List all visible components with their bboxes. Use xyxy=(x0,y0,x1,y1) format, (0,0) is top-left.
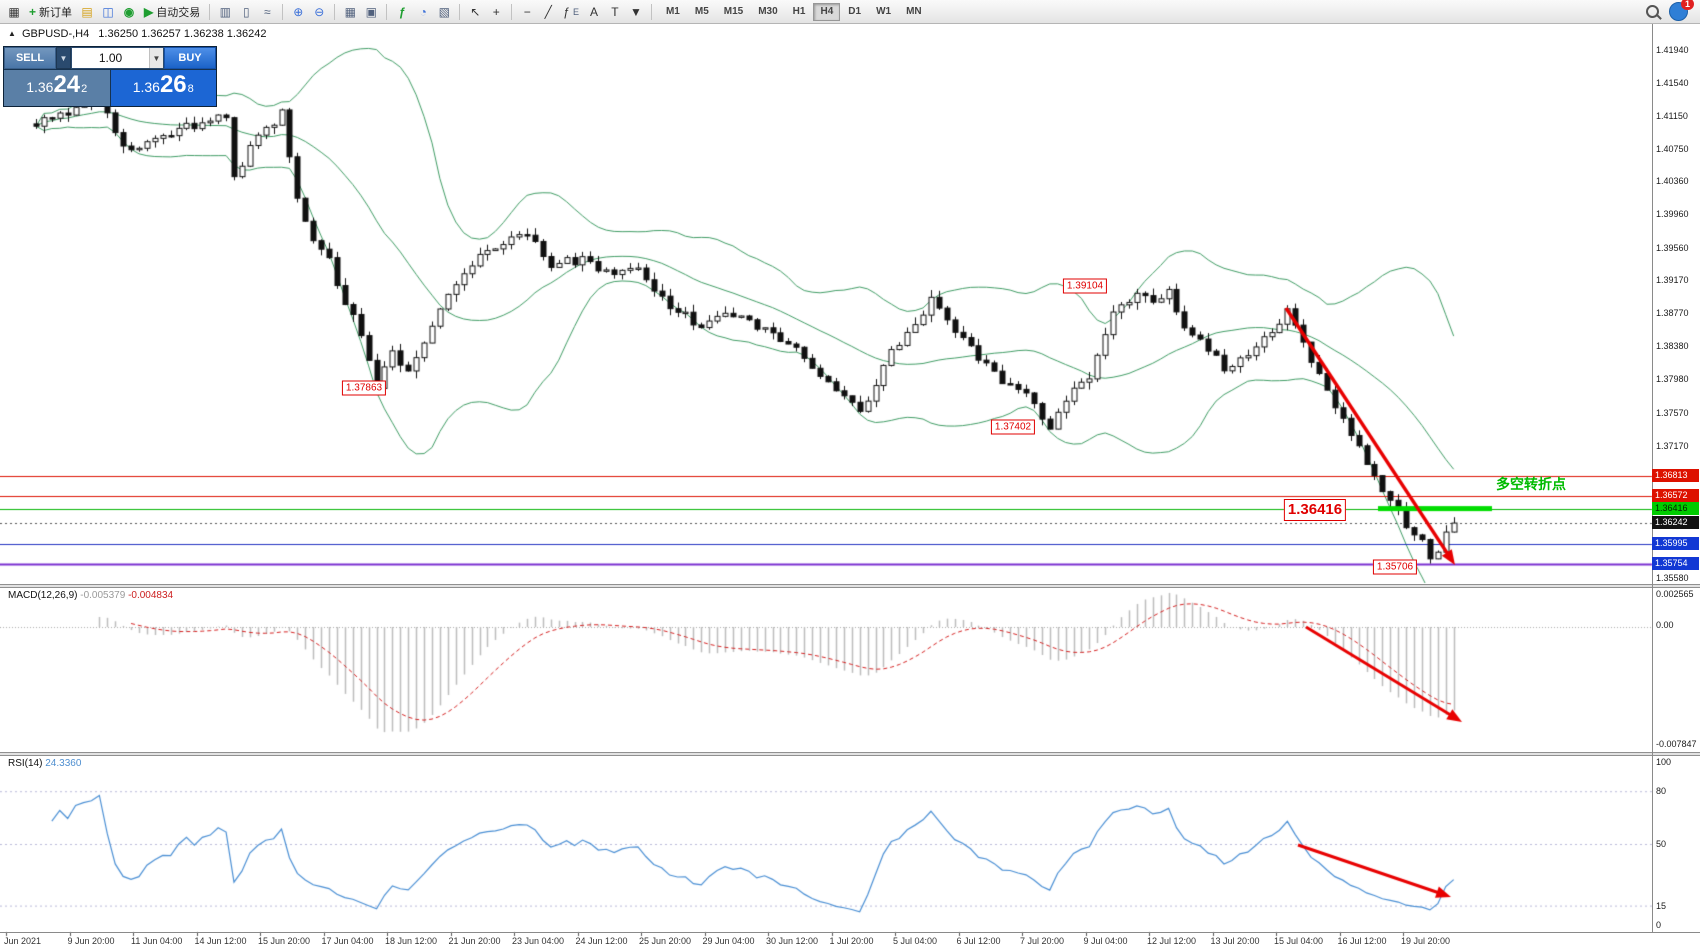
autotrading-button[interactable]: ▶ 自动交易 xyxy=(140,2,204,22)
one-click-top-row: SELL ▼ ▼ BUY xyxy=(4,47,216,69)
timeframe-h4[interactable]: H4 xyxy=(813,2,841,21)
indicators-button[interactable]: ƒ xyxy=(392,2,412,22)
market-button[interactable]: ◉ xyxy=(119,2,139,22)
sell-button[interactable]: SELL xyxy=(4,47,56,69)
metaeditor-button[interactable]: ▤ xyxy=(77,2,97,22)
notifications-button[interactable]: 1 xyxy=(1669,0,1694,21)
volume-wrap: ▼ xyxy=(71,47,164,69)
candlestick-chart-button[interactable]: ▯ xyxy=(236,2,256,22)
templates-icon: ▧ xyxy=(438,4,450,19)
toolbar-right: 1 xyxy=(1646,0,1694,21)
zoom-out-button[interactable]: ⊖ xyxy=(309,2,329,22)
timeframe-mn[interactable]: MN xyxy=(899,3,929,21)
label-icon: T xyxy=(611,4,619,19)
timeframe-m30[interactable]: M30 xyxy=(751,3,784,21)
line-chart-button[interactable]: ≈ xyxy=(257,2,277,22)
period-icon: ◔ xyxy=(419,4,427,19)
macd-axis-zero: 0.00 xyxy=(1656,620,1674,630)
buy-price[interactable]: 1.36 26 8 xyxy=(110,70,216,106)
metaeditor-icon: ▤ xyxy=(81,4,93,19)
new-chart-icon: ▦ xyxy=(8,4,20,19)
crosshair-button[interactable]: + xyxy=(486,2,506,22)
sell-dropdown[interactable]: ▼ xyxy=(56,47,71,69)
collapse-icon[interactable]: ▲ xyxy=(8,29,16,38)
toolbar: ▦ + 新订单 ▤ ◫ ◉ ▶ 自动交易 ▥ ▯ ≈ ⊕ ⊖ ▦ ▣ ƒ ◔ ▧ ↖… xyxy=(0,0,1700,24)
label-button[interactable]: T xyxy=(605,2,625,22)
toolbar-separator xyxy=(282,3,284,20)
toolbar-separator xyxy=(459,3,461,20)
timeframe-h1[interactable]: H1 xyxy=(786,3,813,21)
macd-axis-bottom: -0.007847 xyxy=(1656,739,1697,749)
rsi-label: RSI(14) 24.3360 xyxy=(8,758,82,769)
time-axis-border xyxy=(0,932,1700,933)
templates-button[interactable]: ▧ xyxy=(434,2,454,22)
toolbar-separator xyxy=(209,3,211,20)
trendline-button[interactable]: ╱ xyxy=(538,2,558,22)
arrow-objects-button[interactable]: ▼ xyxy=(626,2,646,22)
period-button[interactable]: ◔ xyxy=(413,2,433,22)
panel-splitter[interactable] xyxy=(0,752,1700,756)
zoom-in-button[interactable]: ⊕ xyxy=(288,2,308,22)
tile-windows-icon: ▦ xyxy=(344,4,356,19)
macd-axis-top: 0.002565 xyxy=(1656,589,1694,599)
candlestick-chart-icon: ▯ xyxy=(242,4,250,19)
cascade-windows-icon: ▣ xyxy=(365,4,377,19)
line-chart-icon: ≈ xyxy=(263,4,271,19)
toolbar-separator xyxy=(650,3,652,20)
timeframe-d1[interactable]: D1 xyxy=(841,3,868,21)
bar-chart-icon: ▥ xyxy=(219,4,231,19)
symbol-timeframe: GBPUSD-,H4 xyxy=(21,28,90,40)
timeframe-m5[interactable]: M5 xyxy=(688,3,716,21)
sell-price[interactable]: 1.36 24 2 xyxy=(4,70,110,106)
zoom-in-icon: ⊕ xyxy=(293,4,304,19)
autotrading-icon: ▶ xyxy=(144,4,154,19)
timeframe-m1[interactable]: M1 xyxy=(659,3,687,21)
timeframe-bar: M1 M5 M15 M30 H1 H4 D1 W1 MN xyxy=(659,2,929,21)
one-click-prices: 1.36 24 2 1.36 26 8 xyxy=(4,70,216,106)
toolbar-separator xyxy=(511,3,513,20)
one-click-trading-panel: SELL ▼ ▼ BUY 1.36 24 2 1.36 26 8 xyxy=(3,46,217,107)
tile-windows-button[interactable]: ▦ xyxy=(340,2,360,22)
new-chart-button[interactable]: ▦ xyxy=(4,2,24,22)
zoom-out-icon: ⊖ xyxy=(314,4,325,19)
hline-icon: − xyxy=(523,4,531,19)
ohlc-values: 1.36250 1.36257 1.36238 1.36242 xyxy=(98,28,267,40)
macd-label: MACD(12,26,9) -0.005379 -0.004834 xyxy=(8,590,174,601)
channel-icon: ƒ xyxy=(563,4,570,19)
timeframe-w1[interactable]: W1 xyxy=(869,3,898,21)
buy-button[interactable]: BUY xyxy=(164,47,216,69)
toolbar-separator xyxy=(334,3,336,20)
timeframe-m15[interactable]: M15 xyxy=(717,3,750,21)
new-order-button[interactable]: + 新订单 xyxy=(25,2,76,22)
crosshair-icon: + xyxy=(492,4,500,19)
notification-badge: 1 xyxy=(1680,0,1694,10)
toolbar-separator xyxy=(386,3,388,20)
panel-splitter[interactable] xyxy=(0,584,1700,588)
bar-chart-button[interactable]: ▥ xyxy=(215,2,235,22)
price-axis-border xyxy=(1652,24,1653,932)
new-order-icon: + xyxy=(29,4,37,19)
profiles-button[interactable]: ◫ xyxy=(98,2,118,22)
profiles-icon: ◫ xyxy=(102,4,114,19)
trendline-icon: ╱ xyxy=(544,4,552,19)
indicators-icon: ƒ xyxy=(398,4,406,19)
market-icon: ◉ xyxy=(123,4,135,19)
text-icon: A xyxy=(589,4,598,19)
arrow-objects-icon: ▼ xyxy=(630,4,642,19)
search-icon[interactable] xyxy=(1646,5,1659,18)
volume-dropdown[interactable]: ▼ xyxy=(149,48,163,68)
cascade-windows-button[interactable]: ▣ xyxy=(361,2,381,22)
cursor-button[interactable]: ↖ xyxy=(465,2,485,22)
hline-button[interactable]: − xyxy=(517,2,537,22)
cursor-icon: ↖ xyxy=(470,4,481,19)
text-button[interactable]: A xyxy=(584,2,604,22)
volume-input[interactable] xyxy=(72,48,149,68)
chart-title: ▲ GBPUSD-,H4 1.36250 1.36257 1.36238 1.3… xyxy=(8,28,267,40)
